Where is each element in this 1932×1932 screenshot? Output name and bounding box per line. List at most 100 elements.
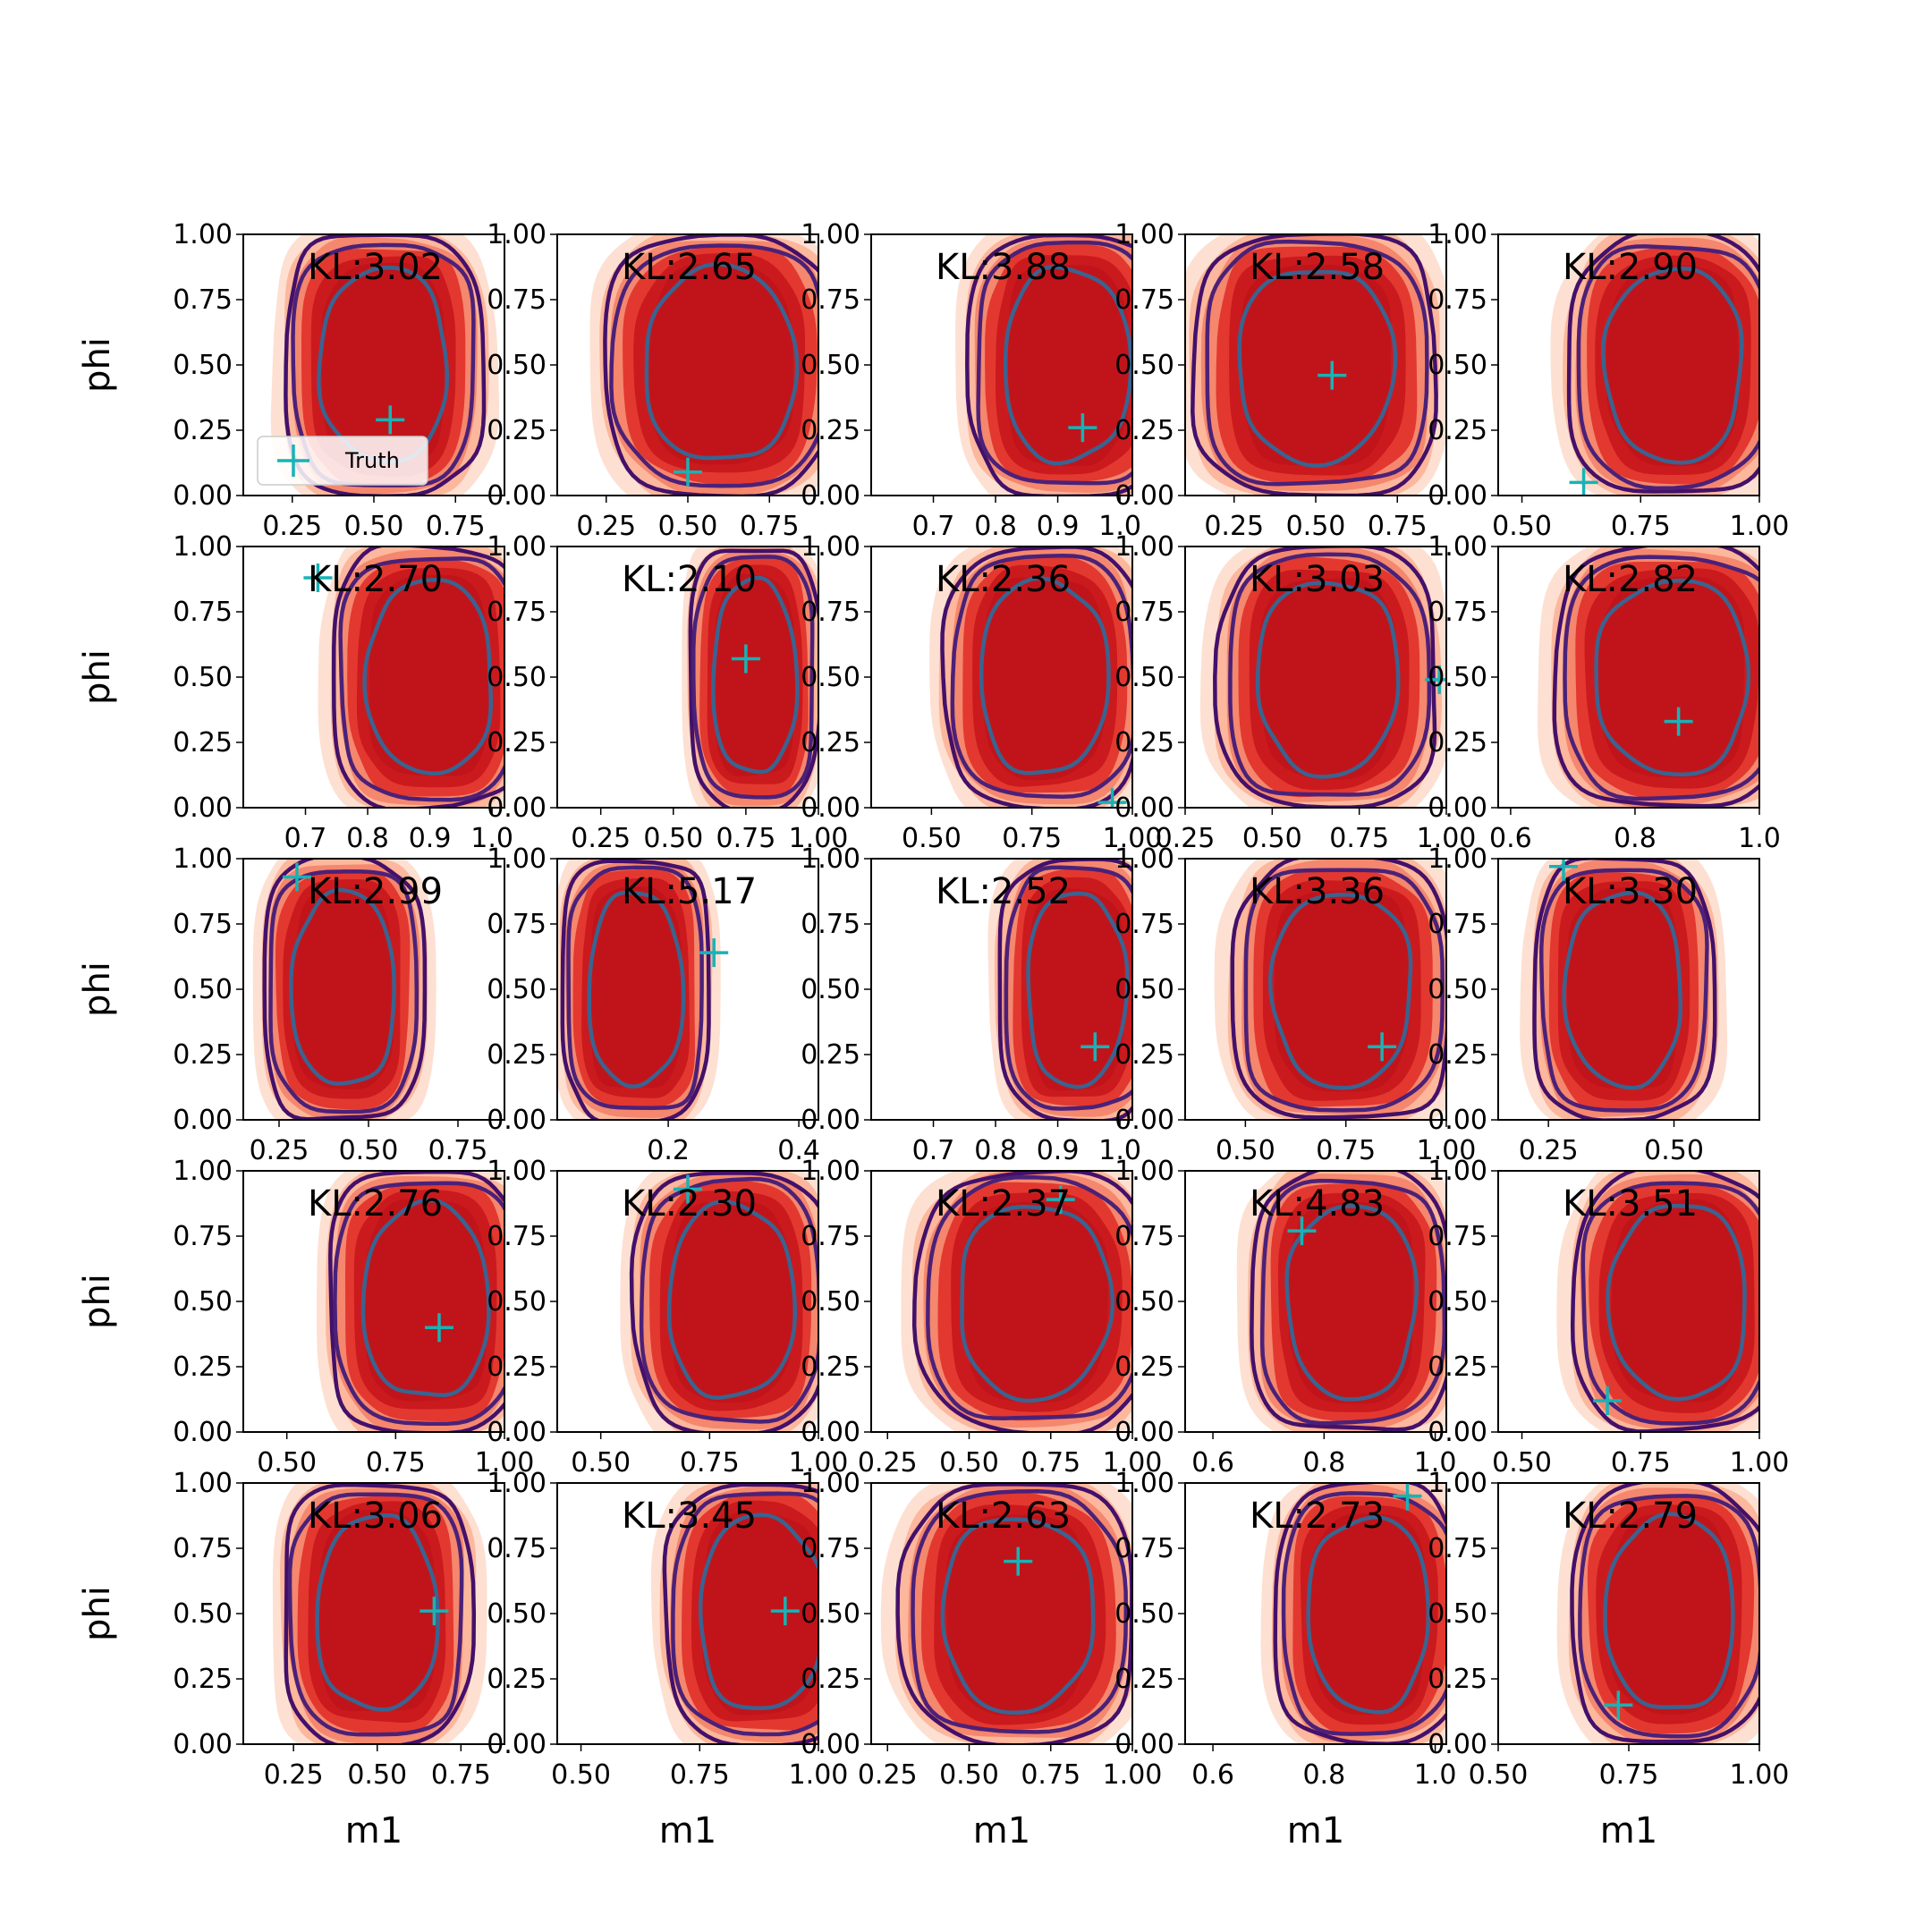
truth-marker <box>1080 1032 1110 1062</box>
legend-label: Truth <box>344 448 400 473</box>
kl-divergence-label: KL:2.36 <box>936 559 1071 600</box>
subplot-1-0: 0.00 0.25 0.50 0.75 1.00 0.7 0.8 0.9 1.0 KL:2.70 p… <box>77 531 513 854</box>
kl-divergence-label: KL:3.30 <box>1563 871 1698 912</box>
x-tick-label: 0.8 <box>974 511 1017 542</box>
contour-line-inner <box>1284 1204 1419 1402</box>
subplot-3-1: 0.00 0.25 0.50 0.75 1.00 0.50 0.75 1.00 KL:2.30 <box>487 1156 848 1479</box>
y-tick-label: 0.75 <box>1114 1221 1174 1252</box>
y-tick-label: 0.00 <box>173 1417 233 1448</box>
x-tick-label: 0.7 <box>912 511 955 542</box>
truth-marker <box>283 862 311 892</box>
x-tick-label: 0.9 <box>1037 511 1080 542</box>
y-tick-label: 0.25 <box>801 727 860 758</box>
y-tick-label: 0.00 <box>1114 1417 1174 1448</box>
y-tick-label: 1.00 <box>1428 219 1487 250</box>
kl-divergence-label: KL:3.45 <box>622 1496 757 1537</box>
x-tick-label: 0.75 <box>716 823 775 854</box>
subplot-1-1: 0.00 0.25 0.50 0.75 1.00 0.25 0.50 0.75 1.00 KL:2… <box>487 531 848 854</box>
y-axis-label: phi <box>77 337 118 393</box>
y-tick-label: 1.00 <box>173 1156 233 1187</box>
y-tick-label: 0.75 <box>173 1533 233 1564</box>
truth-marker <box>419 1597 449 1626</box>
kl-divergence-label: KL:2.65 <box>622 247 757 288</box>
kl-divergence-label: KL:3.06 <box>308 1496 443 1537</box>
contour-line-inner <box>1601 267 1744 465</box>
subplot-plot-area <box>270 234 499 496</box>
contour-line-inner <box>1026 891 1130 1089</box>
y-tick-label: 0.75 <box>801 597 860 628</box>
contour-line-outer <box>1570 1171 1759 1432</box>
kl-divergence-label: KL:5.17 <box>622 871 757 912</box>
x-tick-label: 0.50 <box>1216 1135 1275 1166</box>
y-tick-label: 1.00 <box>1114 1156 1174 1187</box>
x-tick-label: 0.8 <box>1614 823 1657 854</box>
subplot-plot-area <box>1520 859 1728 1120</box>
y-tick-label: 0.00 <box>173 1105 233 1136</box>
x-tick-label: 0.25 <box>262 511 322 542</box>
truth-marker <box>1318 360 1347 390</box>
y-axis-label: phi <box>77 1586 118 1641</box>
kde-fill-level-5 <box>292 887 394 1089</box>
x-tick-label: 0.25 <box>576 511 636 542</box>
truth-marker <box>770 1597 800 1626</box>
x-tick-label: 0.25 <box>1519 1135 1579 1166</box>
contour-line-inner <box>1603 1512 1735 1709</box>
contour-line-middle <box>950 553 1132 799</box>
kl-divergence-label: KL:2.82 <box>1563 559 1698 600</box>
truth-marker <box>1569 468 1598 496</box>
contour-line-middle <box>1580 1181 1759 1426</box>
subplot-plot-area <box>303 547 504 808</box>
y-tick-label: 0.25 <box>487 727 547 758</box>
x-tick-label: 1.00 <box>1730 511 1790 542</box>
x-tick-label: 1.0 <box>1414 1759 1457 1791</box>
contour-line-outer <box>328 1171 504 1432</box>
y-tick-label: 0.75 <box>487 909 547 940</box>
truth-marker <box>303 564 333 593</box>
y-tick-label: 0.25 <box>801 1039 860 1071</box>
y-tick-label: 0.00 <box>801 1729 860 1760</box>
contour-line-middle <box>926 1174 1132 1420</box>
kl-divergence-label: KL:2.79 <box>1563 1496 1698 1537</box>
x-tick-label: 0.75 <box>1599 1759 1659 1791</box>
contour-line-middle <box>1576 244 1759 491</box>
kl-divergence-label: KL:2.10 <box>622 559 757 600</box>
subplot-0-2: 0.00 0.25 0.50 0.75 1.00 0.7 0.8 0.9 1.0 KL:3.88 <box>801 219 1141 542</box>
x-tick-label: 1.0 <box>470 823 513 854</box>
contour-line-outer <box>629 1171 818 1432</box>
truth-marker <box>674 1174 702 1204</box>
x-axis-label: m1 <box>973 1810 1030 1852</box>
contour-line-outer <box>603 234 818 496</box>
contour-line-inner <box>940 1517 1096 1716</box>
y-tick-label: 0.75 <box>1428 1533 1487 1564</box>
x-tick-label: 0.75 <box>670 1759 730 1791</box>
y-tick-label: 0.25 <box>1114 1352 1174 1383</box>
x-tick-label: 0.8 <box>346 823 389 854</box>
subplot-plot-area <box>1199 547 1446 808</box>
subplot-plot-area <box>1538 547 1759 808</box>
y-tick-label: 1.00 <box>1428 1468 1487 1499</box>
contour-line-outer <box>911 1171 1132 1432</box>
subplot-plot-area <box>1185 234 1446 496</box>
y-tick-label: 0.25 <box>1428 1352 1487 1383</box>
y-tick-label: 0.50 <box>173 974 233 1005</box>
y-tick-label: 0.75 <box>487 1533 547 1564</box>
kde-fill-level-5 <box>1596 576 1745 778</box>
subplot-2-3: 0.00 0.25 0.50 0.75 1.00 0.50 0.75 1.00 KL:3.36 <box>1114 843 1476 1166</box>
x-tick-label: 0.7 <box>284 823 327 854</box>
contour-line-middle <box>1228 552 1432 797</box>
y-axis-label: phi <box>77 962 118 1017</box>
y-tick-label: 0.25 <box>487 1039 547 1071</box>
x-tick-label: 1.0 <box>1098 1135 1141 1166</box>
y-tick-label: 0.00 <box>1428 480 1487 512</box>
contour-line-outer <box>997 859 1132 1120</box>
y-tick-label: 1.00 <box>487 1156 547 1187</box>
contour-line-inner <box>698 1513 818 1710</box>
kl-divergence-label: KL:2.63 <box>936 1496 1071 1537</box>
x-tick-label: 0.75 <box>431 1759 491 1791</box>
kde-fill-level-5 <box>318 1509 436 1712</box>
contour-line-inner <box>666 1199 798 1401</box>
y-tick-label: 1.00 <box>801 843 860 875</box>
contour-line-inner <box>1606 1204 1747 1402</box>
y-tick-label: 0.25 <box>487 1352 547 1383</box>
y-tick-label: 0.50 <box>801 1598 860 1630</box>
